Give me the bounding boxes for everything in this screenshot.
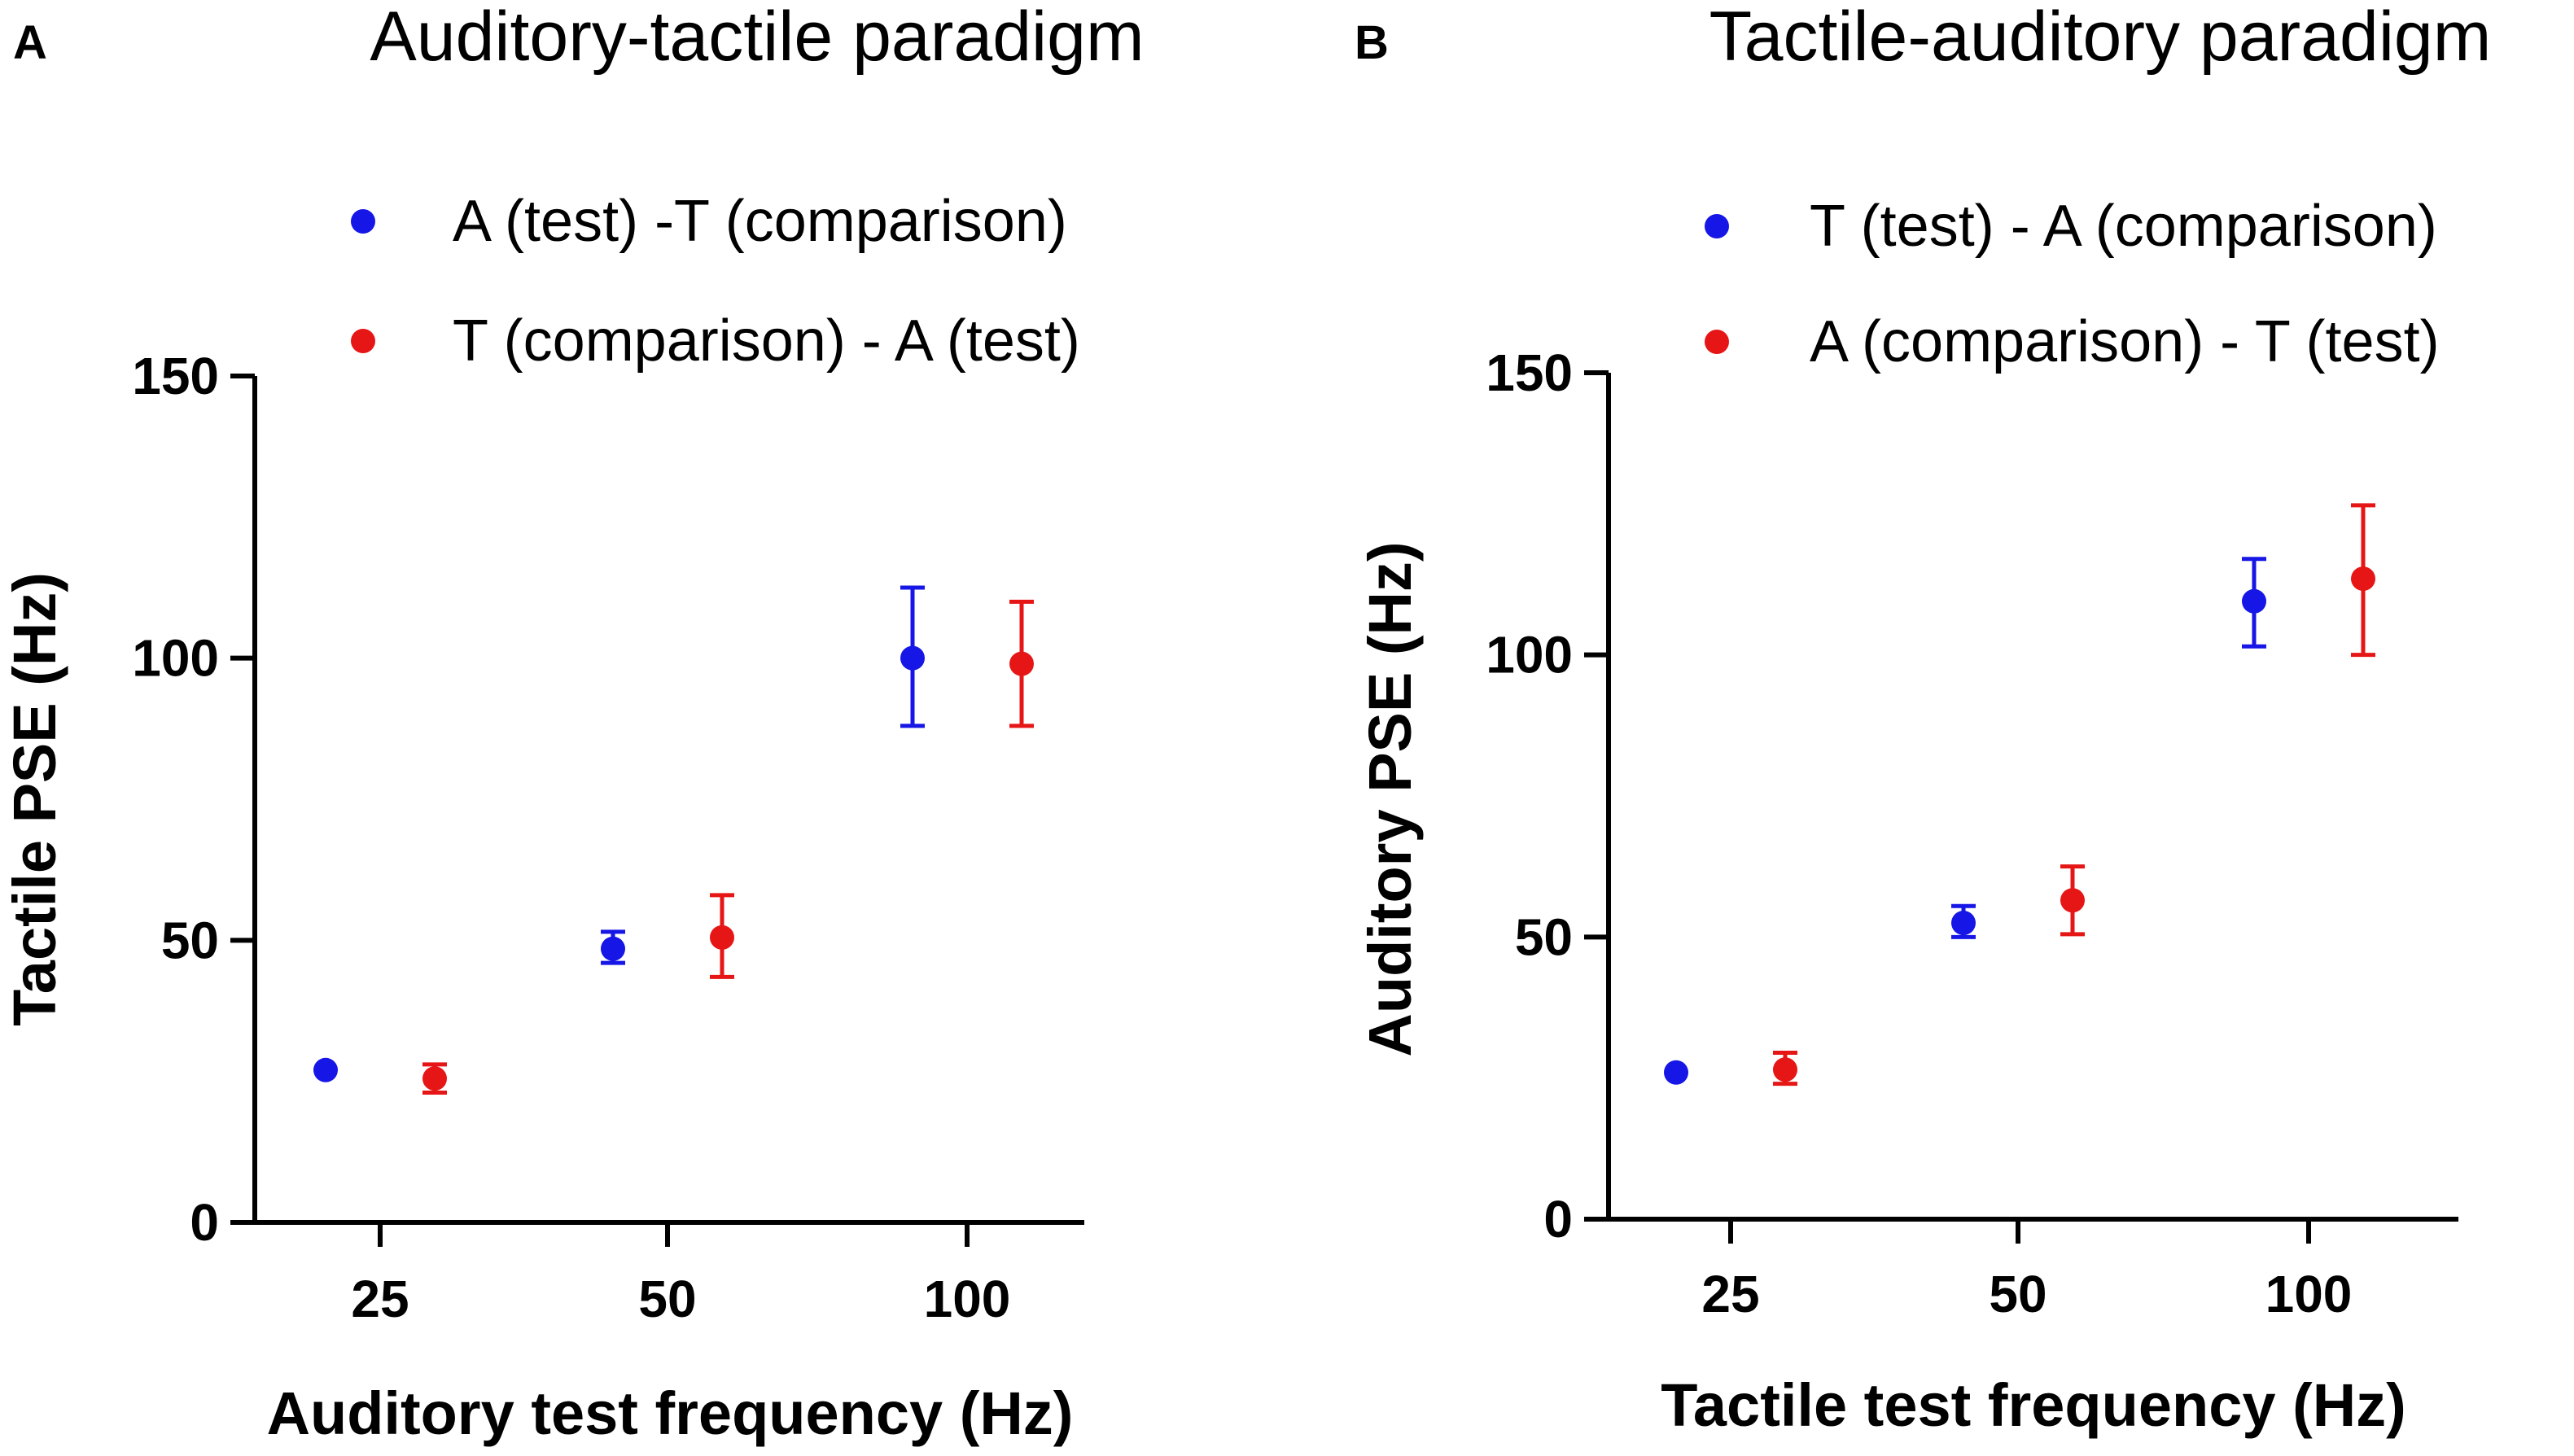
panel-a-plot: 0 50 100 150 25 50 100 xyxy=(132,347,1084,1328)
panel-b-y-tick-label: 100 xyxy=(1486,626,1573,684)
panel-a-blue-point xyxy=(900,645,925,671)
panel-a-y-tick-label: 0 xyxy=(190,1193,219,1252)
panel-b-x-tick-label: 25 xyxy=(1701,1265,1759,1323)
panel-b: B Tactile-auditory paradigm T (test) - A… xyxy=(1355,0,2491,1439)
panel-a-title: Auditory-tactile paradigm xyxy=(370,0,1144,76)
panel-a-red-point xyxy=(422,1066,447,1091)
panel-a-blue-point xyxy=(601,936,625,961)
panel-b-red-point xyxy=(2351,566,2375,592)
panel-a-x-tick-label: 50 xyxy=(638,1270,696,1328)
panel-a-y-tick-label: 50 xyxy=(161,911,219,969)
panel-a: A Auditory-tactile paradigm A (test) -T … xyxy=(1,0,1145,1447)
legend-b-blue-label: T (test) - A (comparison) xyxy=(1810,194,2437,259)
panel-b-x-tick-label: 100 xyxy=(2265,1265,2353,1323)
panel-b-y-tick-label: 50 xyxy=(1515,907,1573,966)
legend-a-red-marker xyxy=(351,329,375,353)
legend-b-blue-marker xyxy=(1705,214,1729,238)
panel-a-y-tick-label: 150 xyxy=(132,347,219,405)
panel-b-blue-point xyxy=(1664,1060,1688,1085)
panel-a-x-tick-label: 100 xyxy=(924,1270,1011,1328)
legend-b-red-label: A (comparison) - T (test) xyxy=(1810,309,2440,374)
panel-b-title: Tactile-auditory paradigm xyxy=(1709,0,2492,76)
panel-b-x-axis-label: Tactile test frequency (Hz) xyxy=(1661,1371,2406,1439)
legend-a-blue-marker xyxy=(351,209,375,234)
panel-b-x-tick-label: 50 xyxy=(1989,1265,2047,1323)
panel-a-y-axis-label: Tactile PSE (Hz) xyxy=(1,572,68,1026)
panel-b-y-tick-label: 150 xyxy=(1486,343,1573,402)
panel-b-y-tick-label: 0 xyxy=(1543,1190,1573,1248)
panel-a-y-tick-label: 100 xyxy=(132,629,219,688)
panel-a-x-axis-label: Auditory test frequency (Hz) xyxy=(267,1379,1074,1447)
panel-b-red-point xyxy=(2060,888,2085,913)
panel-a-red-point xyxy=(1009,651,1034,676)
panel-b-legend: T (test) - A (comparison) A (comparison)… xyxy=(1705,194,2440,374)
legend-b-red-marker xyxy=(1705,330,1729,354)
legend-a-red-label: T (comparison) - A (test) xyxy=(453,308,1080,374)
panel-a-letter: A xyxy=(13,16,47,69)
panel-b-blue-point xyxy=(1951,911,1976,935)
panel-b-y-axis-label: Auditory PSE (Hz) xyxy=(1356,541,1424,1056)
panel-b-blue-point xyxy=(2242,588,2266,614)
panel-a-blue-point xyxy=(313,1057,338,1082)
panel-b-letter: B xyxy=(1355,16,1389,69)
legend-a-blue-label: A (test) -T (comparison) xyxy=(453,189,1067,254)
panel-a-x-tick-label: 25 xyxy=(351,1270,409,1328)
panel-b-red-point xyxy=(1773,1057,1797,1082)
panel-b-plot: 0 50 100 150 25 50 100 xyxy=(1486,343,2458,1323)
panel-a-red-point xyxy=(710,925,734,950)
panel-a-legend: A (test) -T (comparison) T (comparison) … xyxy=(351,189,1080,374)
